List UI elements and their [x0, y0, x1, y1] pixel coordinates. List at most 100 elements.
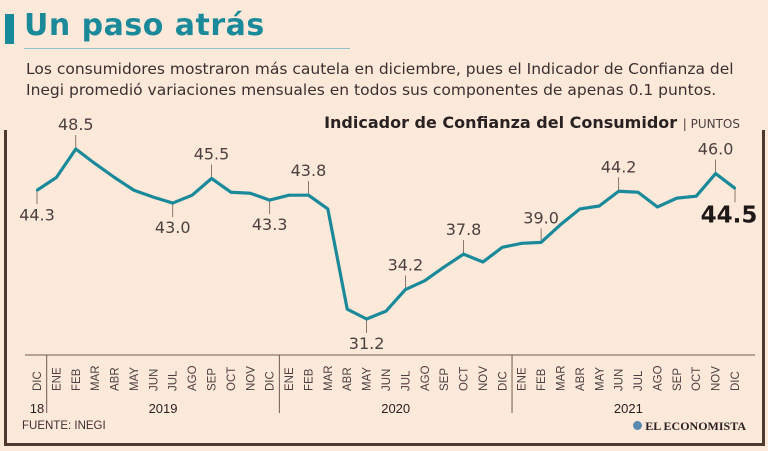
data-point	[132, 189, 136, 192]
chart-unit: | PUNTOS	[682, 117, 740, 131]
data-point	[384, 309, 388, 313]
month-tick-label: NOV	[245, 366, 257, 391]
page-title: Un paso atrás	[24, 8, 265, 43]
data-point	[714, 172, 717, 175]
data-point	[210, 177, 213, 180]
data-point	[171, 201, 174, 205]
data-label: 44.5	[701, 202, 758, 228]
data-point	[733, 187, 737, 190]
data-label: 39.0	[523, 208, 559, 227]
month-tick-label: DIC	[730, 371, 742, 391]
month-tick-label: FEB	[71, 368, 83, 391]
month-tick-label: MAY	[129, 367, 141, 391]
data-point	[501, 246, 504, 249]
month-tick-label: JUL	[633, 370, 645, 391]
title-divider	[24, 48, 350, 49]
chart-frame	[4, 130, 765, 446]
month-tick-label: MAR	[323, 365, 335, 391]
month-tick-label: ENE	[284, 367, 296, 391]
month-tick-label: SEP	[672, 368, 684, 391]
data-point	[229, 191, 233, 194]
month-tick-label: AGO	[187, 365, 199, 391]
data-point	[346, 307, 349, 311]
month-tick-label: FEB	[303, 368, 315, 391]
data-label: 44.3	[19, 205, 55, 224]
data-point	[559, 223, 562, 226]
month-tick-label: NOV	[478, 366, 490, 391]
data-point	[113, 176, 116, 179]
data-point	[617, 190, 620, 193]
data-label: 37.8	[446, 220, 482, 239]
month-tick-label: DIC	[32, 371, 44, 391]
data-point	[442, 265, 446, 269]
month-tick-label: MAR	[90, 365, 102, 391]
month-tick-label: JUN	[148, 369, 160, 391]
data-point	[268, 198, 271, 202]
data-point	[539, 241, 543, 244]
data-point	[520, 242, 523, 245]
data-point	[598, 204, 601, 208]
month-tick-label: ABR	[575, 367, 587, 391]
data-label: 45.5	[194, 144, 230, 163]
logo-globe-icon	[633, 421, 643, 430]
data-label: 43.8	[291, 161, 327, 180]
data-point	[249, 192, 252, 195]
month-tick-label: AGO	[420, 365, 432, 391]
month-tick-label: DIC	[497, 371, 509, 391]
data-label: 46.0	[698, 140, 734, 159]
data-label: 34.2	[388, 256, 424, 275]
data-label: 31.2	[349, 334, 385, 353]
month-tick-label: ENE	[517, 367, 529, 391]
data-label: 48.5	[58, 115, 94, 134]
month-tick-label: JUL	[400, 370, 412, 391]
month-tick-label: AGO	[652, 365, 664, 391]
title-accent-bar	[5, 14, 14, 44]
chart-title-text: Indicador de Confianza del Consumidor	[324, 113, 678, 132]
month-tick-label: ABR	[110, 367, 122, 391]
data-point	[190, 193, 194, 197]
month-tick-label: OCT	[459, 367, 471, 391]
month-tick-label: MAY	[362, 367, 374, 391]
month-tick-label: JUL	[168, 370, 180, 391]
year-label: 2020	[381, 401, 410, 416]
data-point	[578, 207, 582, 211]
logo-text: EL ECONOMISTA	[645, 419, 746, 433]
month-tick-label: DIC	[265, 371, 277, 391]
year-label: 18	[30, 401, 44, 416]
month-tick-label: JUN	[614, 369, 626, 391]
month-tick-label: NOV	[711, 366, 723, 391]
data-point	[423, 279, 426, 282]
data-point	[656, 205, 659, 209]
data-point	[326, 207, 330, 211]
month-tick-label: SEP	[439, 368, 451, 391]
year-label: 2021	[614, 401, 643, 416]
data-point	[55, 176, 58, 179]
month-tick-label: JUN	[381, 369, 393, 391]
data-point	[404, 288, 407, 291]
data-label: 43.0	[155, 218, 191, 237]
data-point	[636, 191, 640, 194]
month-tick-label: MAR	[556, 365, 568, 391]
month-tick-label: OCT	[691, 367, 703, 391]
subtitle: Los consumidores mostraron más cautela e…	[26, 60, 734, 99]
data-point	[152, 195, 155, 199]
data-point	[287, 193, 291, 197]
data-point	[365, 317, 368, 321]
month-tick-label: OCT	[226, 367, 238, 391]
data-point	[675, 196, 679, 200]
data-point	[74, 147, 77, 151]
chart-unit-text: PUNTOS	[690, 117, 740, 131]
year-label: 2019	[149, 401, 178, 416]
publisher-logo: EL ECONOMISTA	[633, 419, 746, 434]
data-point	[35, 189, 39, 192]
chart-title: Indicador de Confianza del Consumidor | …	[324, 113, 740, 132]
data-point	[481, 260, 485, 264]
month-tick-label: FEB	[536, 368, 548, 391]
data-point	[307, 193, 310, 197]
data-label: 44.2	[601, 157, 637, 176]
month-tick-label: ENE	[51, 367, 63, 391]
month-tick-label: SEP	[207, 368, 219, 391]
source-note: FUENTE: INEGI	[22, 420, 106, 432]
data-point	[93, 162, 97, 165]
